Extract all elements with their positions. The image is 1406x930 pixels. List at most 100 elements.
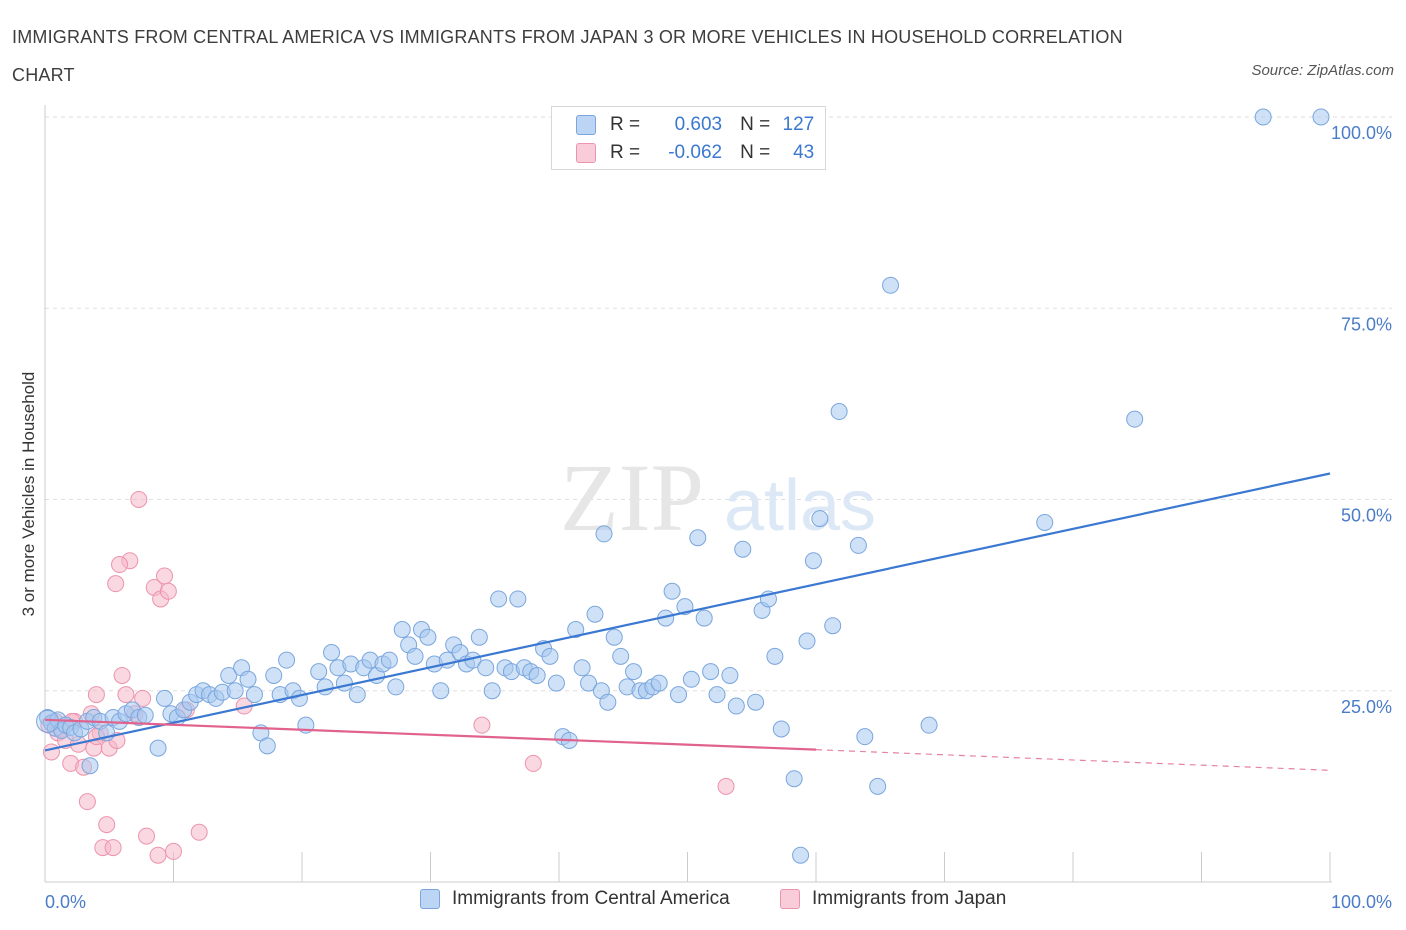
point-central-america: [650, 674, 668, 692]
point-central-america: [348, 686, 366, 704]
point-central-america: [830, 403, 848, 421]
point-japan: [111, 556, 129, 574]
point-central-america: [702, 663, 720, 681]
point-central-america: [156, 689, 174, 707]
point-japan: [107, 575, 125, 593]
point-central-america: [804, 552, 822, 570]
point-central-america: [393, 621, 411, 639]
point-central-america: [882, 276, 900, 294]
point-central-america: [772, 720, 790, 738]
point-japan: [717, 777, 735, 795]
point-central-america: [432, 682, 450, 700]
point-central-america: [689, 529, 707, 547]
point-japan: [78, 793, 96, 811]
point-central-america: [245, 686, 263, 704]
point-japan: [138, 827, 156, 845]
point-central-america: [1036, 513, 1054, 531]
point-central-america: [387, 678, 405, 696]
y-tick-label: 25.0%: [1341, 697, 1392, 717]
series-central-america-points: [36, 108, 1330, 864]
point-japan: [130, 491, 148, 508]
point-japan: [473, 716, 491, 734]
point-central-america: [290, 689, 308, 707]
point-central-america: [869, 777, 887, 795]
point-central-america: [265, 666, 283, 684]
watermark-atlas: atlas: [724, 466, 876, 546]
point-central-america: [541, 647, 559, 665]
point-japan: [98, 816, 116, 834]
point-central-america: [239, 670, 257, 688]
trend-line-japan-extrapolated: [815, 749, 1331, 771]
point-central-america: [419, 628, 437, 646]
point-central-america: [708, 686, 726, 704]
point-central-america: [1312, 108, 1330, 126]
trend-line-japan: [44, 718, 817, 751]
point-central-america: [567, 621, 585, 639]
point-central-america: [149, 739, 167, 757]
point-japan: [134, 689, 152, 707]
point-central-america: [310, 663, 328, 681]
y-tick-label: 100.0%: [1331, 123, 1392, 143]
point-japan: [524, 754, 542, 772]
point-central-america: [81, 757, 99, 775]
point-central-america: [766, 647, 784, 665]
point-central-america: [798, 632, 816, 650]
n-label: N =: [740, 142, 771, 163]
point-central-america: [406, 647, 424, 665]
legend-item-central-america: Immigrants from Central America: [420, 888, 730, 910]
trend-line-central-america: [44, 472, 1331, 752]
point-central-america: [727, 697, 745, 715]
legend-label: Immigrants from Central America: [452, 888, 730, 909]
legend-swatch-pink: [576, 143, 596, 163]
point-central-america: [220, 666, 238, 684]
legend-label: Immigrants from Japan: [812, 888, 1007, 909]
point-central-america: [258, 737, 276, 755]
y-axis-label: 3 or more Vehicles in Household: [19, 372, 38, 617]
y-tick-label: 75.0%: [1341, 314, 1392, 334]
legend-swatch-blue: [576, 115, 596, 135]
point-japan: [42, 743, 60, 761]
point-central-america: [682, 670, 700, 688]
point-central-america: [663, 582, 681, 600]
n-value: 43: [793, 142, 815, 163]
trend-lines: [44, 472, 1331, 771]
point-central-america: [278, 651, 296, 669]
point-japan: [117, 686, 135, 704]
point-central-america: [695, 609, 713, 627]
point-central-america: [528, 666, 546, 684]
point-central-america: [625, 663, 643, 681]
point-central-america: [226, 682, 244, 700]
source-label: Source: ZipAtlas.com: [1251, 62, 1394, 79]
r-value: 0.603: [674, 114, 723, 135]
r-value: -0.062: [668, 142, 723, 163]
point-japan: [156, 567, 174, 585]
point-central-america: [849, 536, 867, 554]
point-central-america: [36, 709, 60, 733]
point-central-america: [734, 540, 752, 558]
point-central-america: [811, 510, 829, 528]
y-tick-label: 50.0%: [1341, 506, 1392, 526]
point-central-america: [595, 525, 613, 543]
legend-swatch-pink: [780, 889, 800, 909]
legend-item-japan: Immigrants from Japan: [780, 888, 1006, 910]
point-central-america: [1126, 410, 1144, 428]
point-central-america: [856, 728, 874, 746]
point-central-america: [605, 628, 623, 646]
point-central-america: [483, 682, 501, 700]
point-japan: [149, 846, 167, 864]
point-central-america: [316, 678, 334, 696]
point-central-america: [509, 590, 527, 608]
point-central-america: [721, 666, 739, 684]
point-central-america: [477, 659, 495, 677]
legend-row-japan: R = -0.062 N = 43: [576, 139, 814, 167]
point-central-america: [1254, 108, 1272, 126]
point-central-america: [335, 674, 353, 692]
point-central-america: [670, 686, 688, 704]
point-central-america: [612, 647, 630, 665]
x-tick-label: 100.0%: [1331, 892, 1392, 912]
point-japan: [190, 823, 208, 841]
watermark-zip: ZIP: [560, 444, 704, 551]
point-central-america: [586, 605, 604, 623]
point-japan: [113, 666, 131, 684]
r-label: R =: [610, 114, 641, 135]
